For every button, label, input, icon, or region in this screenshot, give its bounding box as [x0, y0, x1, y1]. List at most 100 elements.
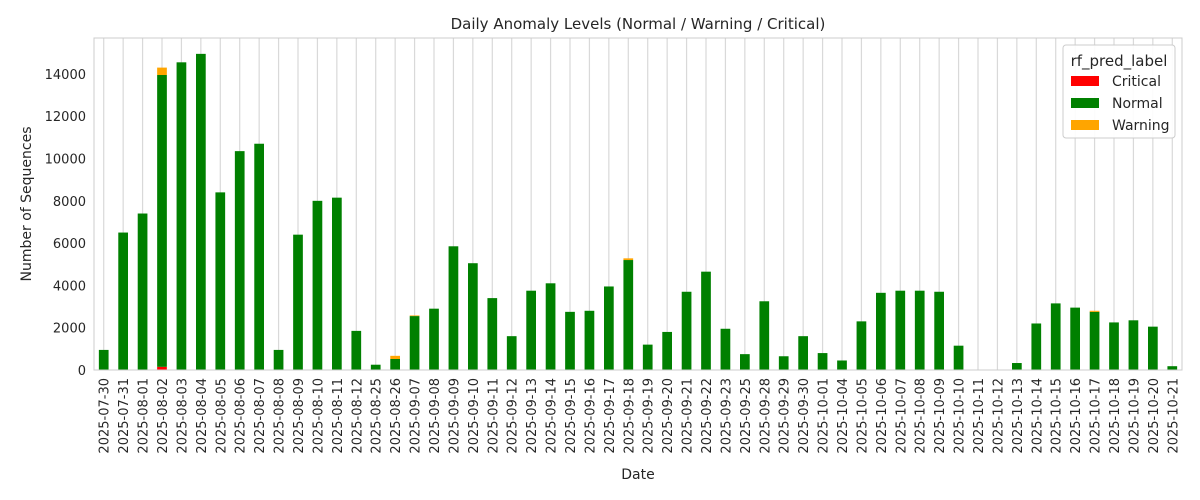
- x-tick-label: 2025-10-19: [1127, 378, 1142, 454]
- bar-normal-2025-08-01: [137, 213, 148, 370]
- x-tick-label: 2025-09-29: [778, 378, 793, 454]
- bar-warning-2025-08-26: [390, 355, 400, 360]
- y-tick-label: 10000: [45, 153, 86, 168]
- bar-normal-2025-09-07: [409, 316, 420, 370]
- legend-swatch-critical: [1071, 76, 1099, 86]
- bar-normal-2025-10-07: [895, 290, 906, 370]
- x-tick-label: 2025-10-05: [855, 378, 870, 454]
- x-tick-label: 2025-10-04: [836, 378, 851, 454]
- y-tick-label: 12000: [45, 110, 86, 125]
- bar-normal-2025-09-15: [565, 311, 575, 370]
- x-tick-label: 2025-08-06: [234, 378, 249, 454]
- y-tick-label: 2000: [53, 322, 86, 337]
- bar-normal-2025-08-11: [332, 197, 342, 370]
- x-tick-label: 2025-10-06: [875, 378, 890, 454]
- x-tick-label: 2025-08-04: [195, 378, 210, 454]
- y-tick-label: 4000: [53, 279, 86, 294]
- bar-normal-2025-10-18: [1109, 322, 1119, 370]
- x-tick-label: 2025-09-15: [564, 378, 579, 454]
- bar-normal-2025-09-20: [662, 331, 672, 370]
- x-tick-label: 2025-10-21: [1166, 378, 1181, 454]
- bar-normal-2025-08-12: [351, 330, 362, 370]
- x-tick-label: 2025-09-08: [428, 378, 443, 454]
- x-tick-label: 2025-09-12: [506, 378, 521, 454]
- x-tick-label: 2025-09-16: [583, 378, 598, 454]
- y-tick-label: 6000: [53, 237, 86, 252]
- bar-normal-2025-10-21: [1167, 366, 1178, 370]
- x-tick-label: 2025-07-31: [117, 378, 132, 454]
- x-tick-label: 2025-10-07: [894, 378, 909, 454]
- x-tick-label: 2025-10-10: [953, 378, 968, 454]
- bar-warning-2025-10-17: [1089, 310, 1100, 312]
- bar-normal-2025-09-10: [468, 263, 478, 370]
- x-tick-label: 2025-09-19: [642, 378, 657, 454]
- bar-normal-2025-10-05: [856, 321, 867, 370]
- bar-normal-2025-10-06: [876, 292, 886, 370]
- legend-label-warning: Warning: [1112, 118, 1170, 134]
- bar-normal-2025-09-28: [759, 301, 770, 370]
- x-tick-label: 2025-10-13: [1011, 378, 1026, 454]
- x-tick-label: 2025-09-09: [447, 378, 462, 454]
- y-tick-label: 0: [78, 364, 86, 379]
- bar-normal-2025-08-05: [215, 192, 226, 370]
- x-tick-label: 2025-10-08: [914, 378, 929, 454]
- bar-normal-2025-09-17: [604, 286, 614, 370]
- x-tick-label: 2025-10-09: [933, 378, 948, 454]
- x-tick-label: 2025-10-11: [972, 378, 987, 454]
- bar-normal-2025-08-03: [176, 62, 187, 370]
- bar-normal-2025-09-25: [740, 354, 750, 370]
- bar-normal-2025-08-10: [312, 200, 323, 370]
- bar-normal-2025-09-30: [798, 336, 808, 370]
- legend-box: [1062, 44, 1176, 139]
- x-tick-label: 2025-08-25: [370, 378, 385, 454]
- bar-normal-2025-10-09: [934, 291, 944, 370]
- bar-normal-2025-08-26: [390, 359, 400, 370]
- x-tick-label: 2025-09-07: [409, 378, 424, 454]
- bar-normal-2025-09-14: [545, 283, 556, 370]
- bar-normal-2025-07-30: [98, 349, 109, 370]
- x-tick-label: 2025-08-12: [350, 378, 365, 454]
- legend-title: rf_pred_label: [1071, 52, 1168, 71]
- y-tick-label: 8000: [53, 195, 86, 210]
- bar-normal-2025-08-08: [273, 349, 284, 370]
- x-tick-label: 2025-10-20: [1147, 378, 1162, 454]
- legend-swatch-warning: [1071, 120, 1099, 130]
- bar-normal-2025-09-29: [778, 356, 789, 370]
- x-tick-label: 2025-09-25: [739, 378, 754, 454]
- x-tick-label: 2025-08-26: [389, 378, 404, 454]
- bar-normal-2025-10-10: [953, 345, 964, 370]
- legend-label-normal: Normal: [1112, 96, 1163, 112]
- bar-normal-2025-09-18: [623, 260, 634, 370]
- bar-critical-2025-08-02: [157, 366, 167, 370]
- bar-normal-2025-10-17: [1089, 311, 1100, 370]
- bar-normal-2025-08-25: [370, 364, 381, 370]
- bar-normal-2025-10-13: [1012, 363, 1022, 370]
- bar-normal-2025-09-11: [487, 298, 498, 370]
- bar-normal-2025-08-06: [234, 151, 245, 370]
- x-tick-label: 2025-10-16: [1069, 378, 1084, 454]
- x-tick-label: 2025-09-22: [700, 378, 715, 454]
- x-tick-label: 2025-09-23: [719, 378, 734, 454]
- bar-normal-2025-10-08: [914, 290, 925, 370]
- x-axis-label: Date: [621, 467, 654, 483]
- bars: [98, 53, 1178, 371]
- x-tick-label: 2025-08-05: [214, 378, 229, 454]
- x-tick-label: 2025-10-15: [1050, 378, 1065, 454]
- bar-normal-2025-09-23: [720, 328, 731, 370]
- bar-normal-2025-09-16: [584, 310, 595, 370]
- bar-normal-2025-09-22: [701, 271, 711, 370]
- bar-normal-2025-09-12: [506, 336, 517, 370]
- bar-warning-2025-09-07: [409, 315, 420, 317]
- x-tick-label: 2025-08-10: [311, 378, 326, 454]
- bar-normal-2025-10-04: [837, 360, 847, 370]
- bar-normal-2025-09-09: [448, 246, 459, 370]
- x-tick-label: 2025-08-02: [156, 378, 171, 454]
- x-tick-label: 2025-09-11: [486, 378, 501, 454]
- x-tick-label: 2025-10-12: [991, 378, 1006, 454]
- bar-normal-2025-08-02: [157, 75, 167, 367]
- bar-normal-2025-08-04: [196, 53, 206, 371]
- bar-normal-2025-09-21: [681, 291, 692, 370]
- plot-frame: [93, 37, 1183, 371]
- x-tick-label: 2025-08-11: [331, 378, 346, 454]
